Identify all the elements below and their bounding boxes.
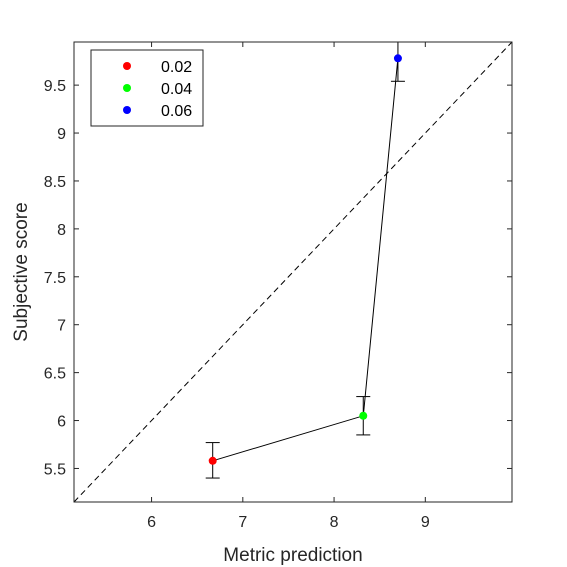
y-tick-label: 5.5 bbox=[44, 461, 66, 478]
x-tick-layer: 6 7 8 9 bbox=[147, 42, 430, 531]
legend-marker-0.06 bbox=[123, 106, 131, 114]
data-point-0.06 bbox=[393, 54, 402, 63]
legend-marker-0.02 bbox=[123, 62, 131, 70]
x-tick-label: 9 bbox=[421, 514, 430, 531]
x-tick-label: 6 bbox=[147, 514, 156, 531]
y-tick-label: 6 bbox=[57, 414, 66, 431]
y-tick-label: 9 bbox=[57, 126, 66, 143]
y-tick-label: 8.5 bbox=[44, 174, 66, 191]
y-tick-label: 6.5 bbox=[44, 366, 66, 383]
y-tick-label: 7.5 bbox=[44, 270, 66, 287]
x-tick-label: 8 bbox=[330, 514, 339, 531]
y-tick-label: 9.5 bbox=[44, 78, 66, 95]
legend-entries: 0.02 0.04 0.06 bbox=[123, 59, 192, 120]
x-tick-label: 7 bbox=[238, 514, 247, 531]
legend-label-0.04: 0.04 bbox=[161, 81, 192, 98]
y-tick-label: 7 bbox=[57, 318, 66, 335]
plot-frame bbox=[73, 41, 513, 503]
y-tick-label: 8 bbox=[57, 222, 66, 239]
legend-box bbox=[90, 49, 204, 127]
data-point-0.02 bbox=[208, 456, 217, 465]
x-axis-label: Metric prediction bbox=[223, 545, 362, 566]
legend-label-0.06: 0.06 bbox=[161, 103, 192, 120]
legend-label-0.02: 0.02 bbox=[161, 59, 192, 76]
legend-marker-0.04 bbox=[123, 84, 131, 92]
diagonal-reference-line bbox=[73, 41, 513, 503]
legend: 0.02 0.04 0.06 bbox=[90, 49, 204, 127]
diagonal-reference-layer bbox=[73, 41, 513, 503]
y-axis-label: Subjective score bbox=[11, 202, 32, 341]
data-point-layer bbox=[208, 54, 402, 465]
y-tick-layer: 5.5 6 6.5 7 7.5 8 8.5 9 9.5 bbox=[44, 78, 512, 478]
data-point-0.04 bbox=[359, 411, 368, 420]
